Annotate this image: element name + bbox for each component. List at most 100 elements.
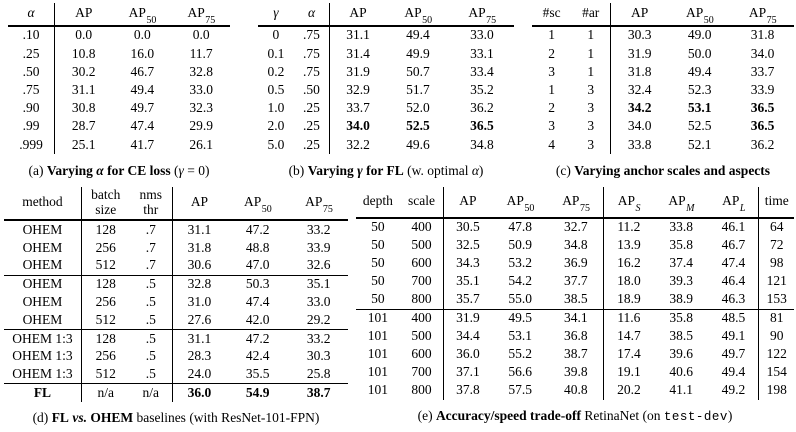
caption-c: (c) Varying anchor scales and aspects <box>532 163 794 179</box>
caption-segment: α <box>471 162 479 178</box>
caption-a: (a) Varying α for CE loss (γ = 0) <box>8 163 230 179</box>
caption-segment: γ <box>357 162 363 178</box>
caption-e: (e) Accuracy/speed trade-off RetinaNet (… <box>356 408 794 424</box>
table-cell: 3 <box>571 99 612 118</box>
header-cell: AP75 <box>449 3 514 27</box>
header-cell: AP <box>610 3 669 27</box>
table-cell: 800 <box>399 381 445 400</box>
data-table: #sc #ar AP AP50 AP75 1 1 30.3 49.0 31.8 2 1 31.9 50.0… <box>532 3 794 154</box>
table-cell: 33.8 <box>627 136 652 152</box>
header-cell: method <box>4 187 82 222</box>
table-cell: 33.2 <box>306 330 331 346</box>
table-cell: 64 <box>769 219 784 235</box>
header-text: AP <box>562 193 580 208</box>
table-cell: 49.1 <box>708 327 760 346</box>
table-cell: 33.7 <box>750 63 775 79</box>
table-row: 0.2 .75 31.9 50.7 33.4 <box>258 62 514 82</box>
table-cell: 30.2 <box>71 63 96 79</box>
header-text: batch <box>91 187 121 202</box>
table-cell: 32.4 <box>627 81 652 97</box>
table-cell: 31.1 <box>71 81 96 97</box>
table-cell: 49.4 <box>130 81 155 97</box>
header-text: #sc <box>542 5 561 20</box>
panel-accuracy-speed-tradeoff: depth scale AP AP50 AP75 APS APM APL time 50 400 30… <box>356 187 794 424</box>
table-cell: 47.4 <box>245 293 270 309</box>
table-cell: 33.1 <box>470 45 494 61</box>
caption-segment: ( <box>170 162 179 178</box>
caption-segment: (a) <box>28 162 47 178</box>
header-text: AP <box>668 193 686 208</box>
table-cell: 34.0 <box>346 118 370 134</box>
table-accuracy-speed-tradeoff: depth scale AP AP50 AP75 APS APM APL time 50 400 30… <box>356 187 794 400</box>
table-cell: OHEM <box>4 220 82 239</box>
table-cell: 72 <box>769 237 784 253</box>
table-cell: 0.2 <box>267 63 285 79</box>
table-cell: 39.8 <box>548 363 604 382</box>
table-cell: 400 <box>399 217 445 237</box>
table-row: .10 0.0 0.0 0.0 <box>8 25 230 45</box>
caption-segment: vs. <box>72 410 87 426</box>
table-cell: 33.7 <box>346 100 370 116</box>
table-cell: 121 <box>766 273 787 289</box>
table-cell: 14.7 <box>617 328 641 344</box>
header-text: AP <box>349 5 367 20</box>
table-row: .99 28.7 47.4 29.9 <box>8 117 230 136</box>
table-cell: 35.1 <box>306 276 331 292</box>
caption-segment: Varying anchor scales and aspects <box>574 162 771 178</box>
table-fl-vs-ohem: method batch size nms thr AP AP50 AP75 OHEM 128.7… <box>4 187 348 403</box>
table-cell: 700 <box>399 363 445 382</box>
table-cell: .5 <box>129 275 174 294</box>
header-subscript: 75 <box>766 14 777 26</box>
table-cell: 1.0 <box>267 100 285 116</box>
header-cell: nms thr <box>129 187 174 222</box>
table-cell: 54.2 <box>508 273 533 289</box>
header-cell: #ar <box>571 3 612 27</box>
table-cell: 47.8 <box>508 219 533 235</box>
table-cell: 26.1 <box>189 136 213 152</box>
header-row: γ α AP AP50 AP75 <box>258 3 514 27</box>
table-row: .90 30.8 49.7 32.3 <box>8 99 230 118</box>
header-cell: AP50 <box>225 187 290 222</box>
table-cell: 1 <box>548 81 556 97</box>
table-cell: 3 <box>571 81 612 100</box>
table-cell: 0 <box>272 27 280 43</box>
table-row: 1 1 30.3 49.0 31.8 <box>532 25 794 45</box>
header-text: AP <box>190 194 209 210</box>
header-text: α <box>307 5 316 20</box>
table-cell: 31.9 <box>627 45 652 61</box>
table-cell: OHEM <box>4 293 82 312</box>
table-cell: 31.0 <box>187 293 212 309</box>
table-cell: 512 <box>81 311 130 330</box>
table-cell: .5 <box>129 293 174 312</box>
table-cell: .10 <box>8 25 56 45</box>
table-cell: 36.9 <box>548 254 604 273</box>
table-row: 5.0 .25 32.2 49.6 34.8 <box>258 135 514 154</box>
table-cell: 28.7 <box>71 118 96 134</box>
table-cell: 1 <box>571 62 612 82</box>
header-cell: batch size <box>81 187 130 222</box>
table-cell: 400 <box>399 309 445 328</box>
table-row: .75 31.1 49.4 33.0 <box>8 81 230 100</box>
header-cell: α <box>8 3 56 27</box>
header-cell: AP50 <box>385 3 450 27</box>
table-cell: 10.8 <box>71 45 96 61</box>
caption-b: (b) Varying γ for FL (w. optimal α) <box>258 163 514 179</box>
table-cell: 20.2 <box>617 382 641 398</box>
table-cell: OHEM 1:3 <box>4 347 82 366</box>
table-cell: 500 <box>399 327 445 346</box>
table-cell: 50 <box>371 273 385 289</box>
table-cell: .75 <box>293 44 331 63</box>
table-cell: n/a <box>129 383 174 403</box>
table-cell: 49.0 <box>687 27 712 43</box>
table-cell: 39.3 <box>669 273 693 289</box>
table-cell: 52.5 <box>687 118 712 134</box>
header-text: AP <box>468 5 486 20</box>
table-cell: 128 <box>95 221 116 237</box>
caption-segment: for FL <box>362 162 404 178</box>
table-cell: 33.9 <box>306 239 331 255</box>
table-cell: .50 <box>8 62 56 82</box>
table-row: 101 800 37.8 57.5 40.8 20.2 41.1 49.2 198 <box>356 381 794 400</box>
table-cell: 49.4 <box>687 63 712 79</box>
table-cell: OHEM <box>4 311 82 330</box>
header-text: AP <box>187 5 205 20</box>
